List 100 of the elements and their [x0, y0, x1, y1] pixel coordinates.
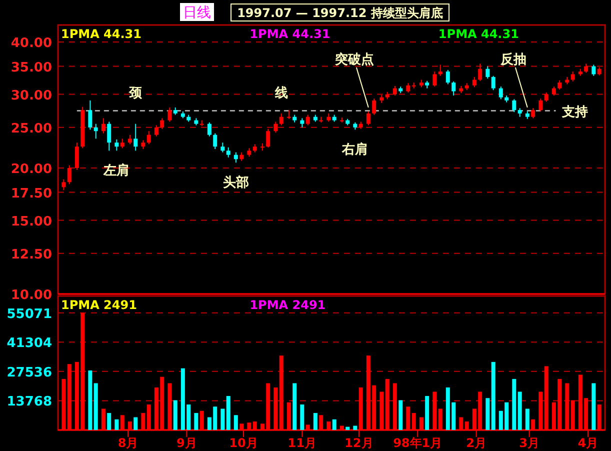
bar — [346, 426, 350, 430]
bar — [486, 398, 490, 430]
candlestick — [128, 134, 132, 145]
annotation: 颈 — [128, 86, 144, 101]
y-tick-label: 55071 — [6, 306, 52, 322]
candlestick — [472, 76, 476, 88]
candlestick — [406, 82, 410, 93]
candlestick — [392, 86, 397, 96]
text: 1PMA 44.31 — [250, 27, 330, 41]
y-tick-label: 35.00 — [10, 60, 52, 76]
candlestick — [160, 118, 164, 130]
y-tick-label: 30.00 — [10, 88, 52, 104]
candlestick — [538, 98, 543, 112]
annotation: 1PMA 2491 — [61, 298, 137, 312]
bar — [525, 408, 530, 430]
candlestick — [274, 121, 278, 134]
annotation: 头部 — [222, 174, 249, 191]
chart-title: 1997.07 — 1997.12 持续型头肩底 — [237, 6, 443, 20]
bar — [173, 400, 178, 430]
y-tick-label: 17.50 — [10, 186, 52, 202]
x-tick-label: 2月 — [466, 436, 486, 450]
candlestick — [558, 80, 562, 90]
candlestick — [226, 146, 230, 158]
x-tick-label: 11月 — [288, 436, 317, 450]
bar — [332, 419, 336, 430]
bar — [300, 404, 304, 430]
y-tick-label: 25.00 — [10, 121, 52, 136]
annotation: 左肩 — [102, 162, 130, 179]
candlestick — [266, 128, 270, 148]
x-tick-label: 8月 — [118, 436, 138, 450]
candlestick — [286, 110, 291, 120]
bar — [88, 370, 92, 430]
bar — [134, 417, 138, 430]
annotation: 1PMA 2491 — [250, 298, 326, 312]
y-tick-label: 20.00 — [10, 162, 52, 177]
bar — [425, 396, 430, 430]
candlestick — [154, 124, 158, 137]
candlestick — [134, 123, 138, 152]
candlestick — [544, 92, 548, 102]
bar — [491, 362, 496, 430]
x-tick-label: 3月 — [519, 436, 540, 450]
candlestick — [101, 118, 106, 134]
x-tick-label: 10月 — [229, 436, 258, 450]
annotation: 支持 — [560, 104, 588, 120]
candlestick — [446, 69, 450, 85]
y-tick-label: 12.50 — [10, 247, 52, 262]
text: 1PMA 44.31 — [438, 27, 519, 41]
bar — [353, 426, 358, 430]
candlestick — [207, 122, 212, 137]
candlestick — [88, 100, 92, 130]
annotation: 反抽 — [499, 51, 526, 68]
bar — [107, 412, 112, 430]
bar — [94, 383, 98, 430]
candlestick — [570, 71, 575, 82]
candlestick — [438, 64, 442, 76]
candlestick — [279, 112, 284, 126]
candlestick — [512, 98, 516, 113]
bar — [220, 408, 225, 430]
annotation: 线 — [274, 86, 288, 101]
bar — [313, 412, 318, 430]
x-tick-label: 4月 — [578, 436, 598, 450]
candlestick — [478, 63, 482, 82]
annotation: 突破点 — [334, 51, 374, 68]
candlestick — [62, 178, 66, 191]
y-tick-label: 15.00 — [10, 214, 52, 230]
bar — [234, 415, 238, 430]
candlestick — [372, 98, 376, 116]
candlestick — [300, 118, 304, 128]
candlestick — [168, 106, 172, 122]
candlestick — [306, 114, 310, 126]
candlestick — [67, 164, 72, 185]
y-tick-label: 27536 — [6, 365, 52, 380]
candlestick — [94, 123, 98, 140]
x-tick-label: 12月 — [344, 436, 374, 450]
candlestick — [234, 152, 238, 164]
text: 1PMA 44.31 — [61, 27, 142, 41]
candlestick — [114, 138, 119, 152]
candlestick — [220, 142, 225, 153]
candlestick — [491, 75, 496, 91]
bar — [518, 392, 522, 430]
candlestick — [74, 142, 79, 170]
candlestick — [486, 66, 490, 80]
chart-subtitle: 日线 — [183, 5, 211, 21]
bar — [194, 412, 198, 430]
y-tick-label: 40.00 — [10, 36, 52, 51]
x-tick-label: 98年1月 — [393, 436, 442, 450]
candlestick — [213, 132, 218, 150]
bar — [292, 383, 297, 430]
candlestick — [432, 71, 437, 88]
bar — [512, 378, 516, 430]
y-tick-label: 10.00 — [10, 288, 52, 303]
bar — [226, 396, 230, 430]
candlestick — [107, 121, 112, 152]
candlestick — [531, 108, 536, 119]
candlestick — [452, 80, 456, 96]
y-tick-label: 41304 — [6, 336, 52, 352]
candlestick — [366, 110, 370, 126]
y-tick-label: 13768 — [6, 394, 52, 410]
x-tick-label: 9月 — [176, 436, 197, 450]
candlestick — [592, 64, 596, 76]
